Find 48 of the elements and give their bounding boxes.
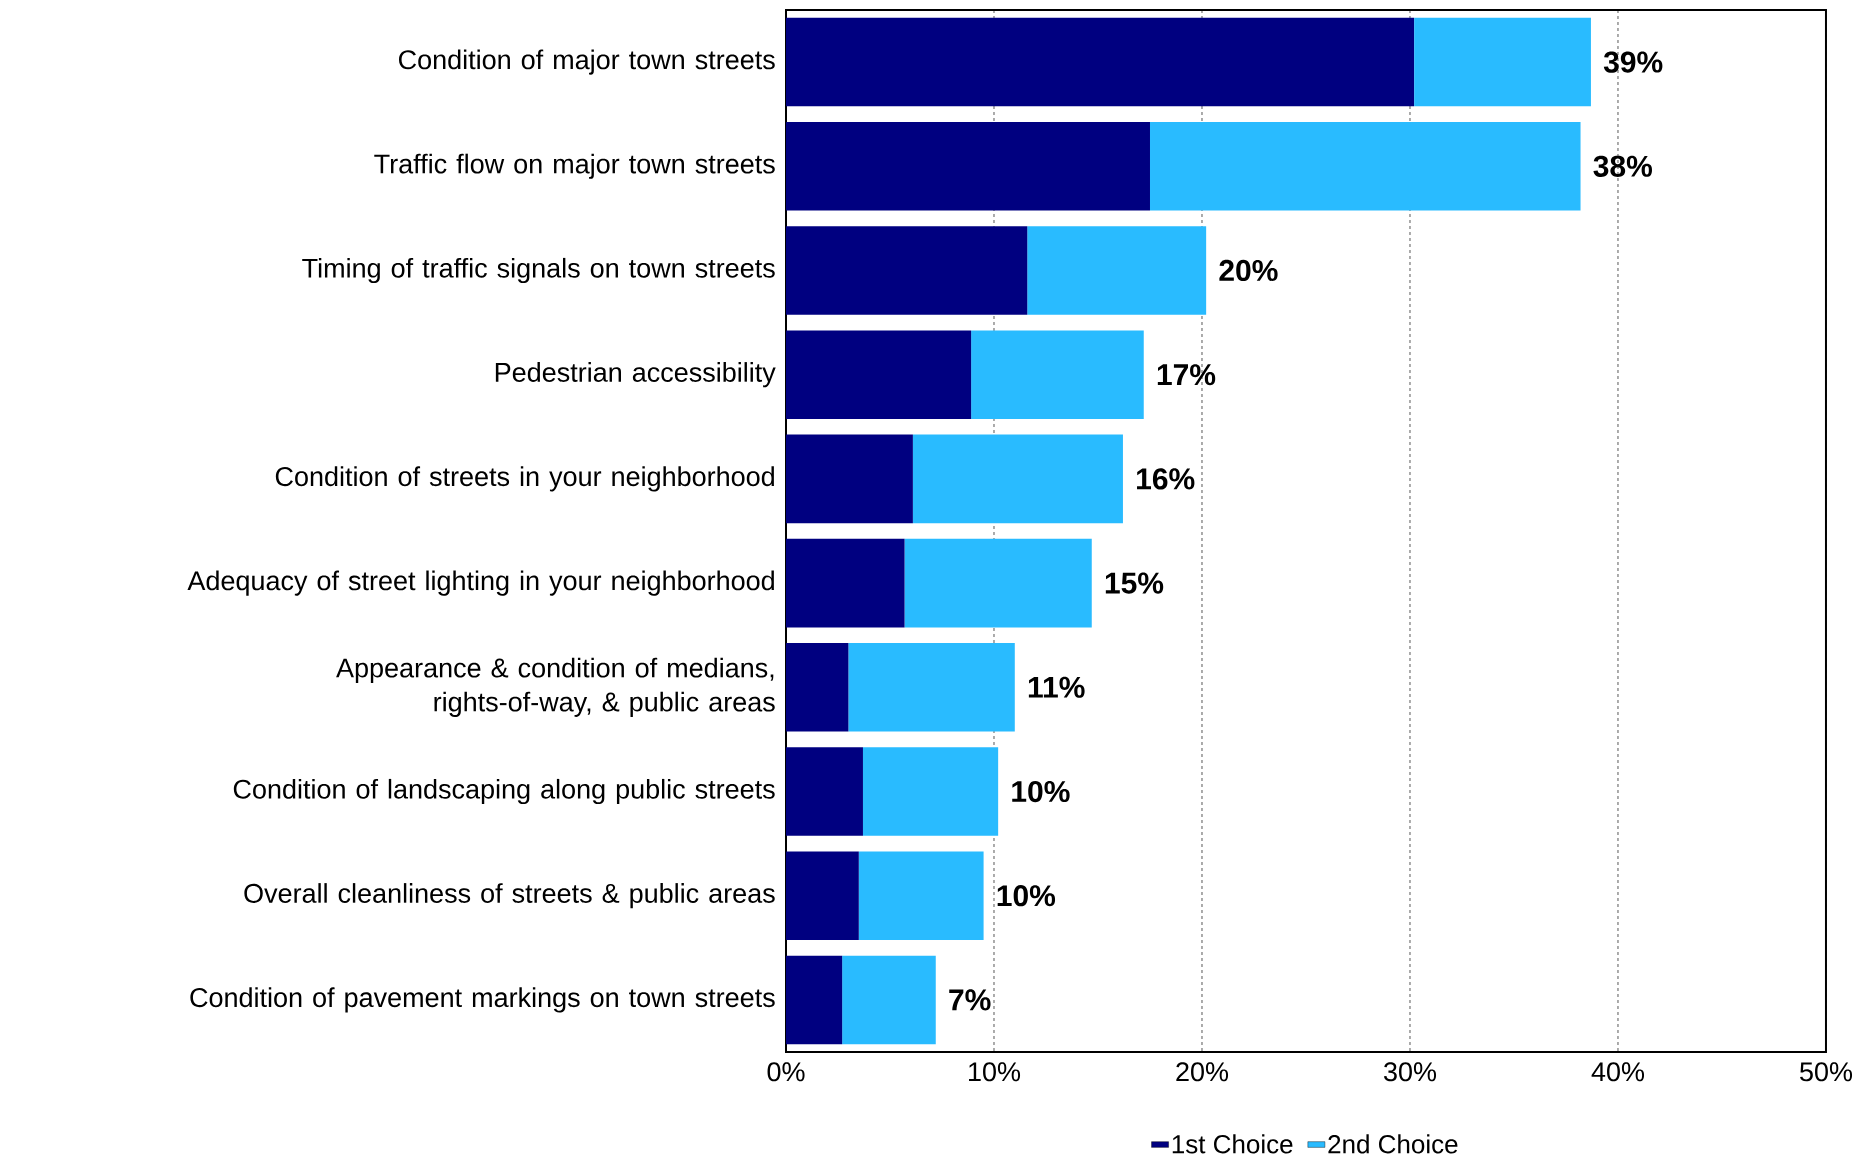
- x-tick-label: 40%: [1591, 1062, 1645, 1082]
- bar: [786, 955, 843, 1045]
- bar: [862, 747, 999, 836]
- bar: [848, 643, 1015, 732]
- bar: [786, 434, 913, 524]
- legend-label: 1st Choice: [1172, 1134, 1293, 1154]
- total-label: 38%: [1593, 155, 1652, 177]
- y-tick-label: Traffic flow on major town streets: [374, 153, 775, 179]
- total-label: 10%: [997, 885, 1056, 907]
- total-label: 17%: [1157, 364, 1216, 386]
- x-tick-label: 20%: [1176, 1062, 1229, 1082]
- legend-label: 2nd Choice: [1328, 1134, 1458, 1154]
- bar: [786, 643, 849, 732]
- bar: [858, 851, 984, 940]
- bar: [786, 330, 972, 419]
- y-tick-label: Timing of traffic signals on town streets: [302, 257, 775, 284]
- total-label: 10%: [1012, 780, 1070, 803]
- bar: [786, 538, 905, 628]
- y-tick-label: Condition of landscaping along public streets: [233, 778, 775, 805]
- total-label: 16%: [1137, 468, 1195, 490]
- bar: [1027, 226, 1207, 315]
- bar: [842, 955, 936, 1045]
- total-label: 7%: [949, 989, 991, 1011]
- x-tick-label: 50%: [1800, 1062, 1853, 1082]
- y-tick-label: Pedestrian accessibility: [495, 362, 776, 388]
- bar: [786, 17, 1415, 107]
- y-tick-label: Condition of major town streets: [399, 49, 775, 75]
- bar: [971, 330, 1144, 419]
- total-label: 39%: [1603, 51, 1663, 73]
- bar: [912, 434, 1123, 524]
- bar: [1414, 17, 1591, 107]
- y-tick-label: Overall cleanliness of streets & public areas: [244, 883, 775, 909]
- bar: [786, 226, 1028, 315]
- total-label: 11%: [1028, 676, 1085, 698]
- total-label: 20%: [1219, 259, 1278, 282]
- bar: [786, 851, 859, 940]
- bar: [786, 747, 863, 836]
- x-tick-label: 0%: [767, 1062, 805, 1082]
- total-label: 15%: [1105, 572, 1164, 594]
- x-tick-label: 30%: [1384, 1062, 1437, 1082]
- y-tick-label: Appearance & condition of medians, rights-of-way, & public areas: [336, 657, 775, 717]
- bar: [1149, 122, 1581, 211]
- y-tick-label: Adequacy of street lighting in your neighborhood: [187, 570, 774, 596]
- x-tick-label: 10%: [969, 1062, 1021, 1082]
- bar: [786, 122, 1150, 211]
- y-tick-label: Condition of streets in your neighborhood: [275, 466, 774, 492]
- y-tick-label: Condition of pavement markings on town streets: [190, 987, 775, 1013]
- bar: [904, 538, 1092, 628]
